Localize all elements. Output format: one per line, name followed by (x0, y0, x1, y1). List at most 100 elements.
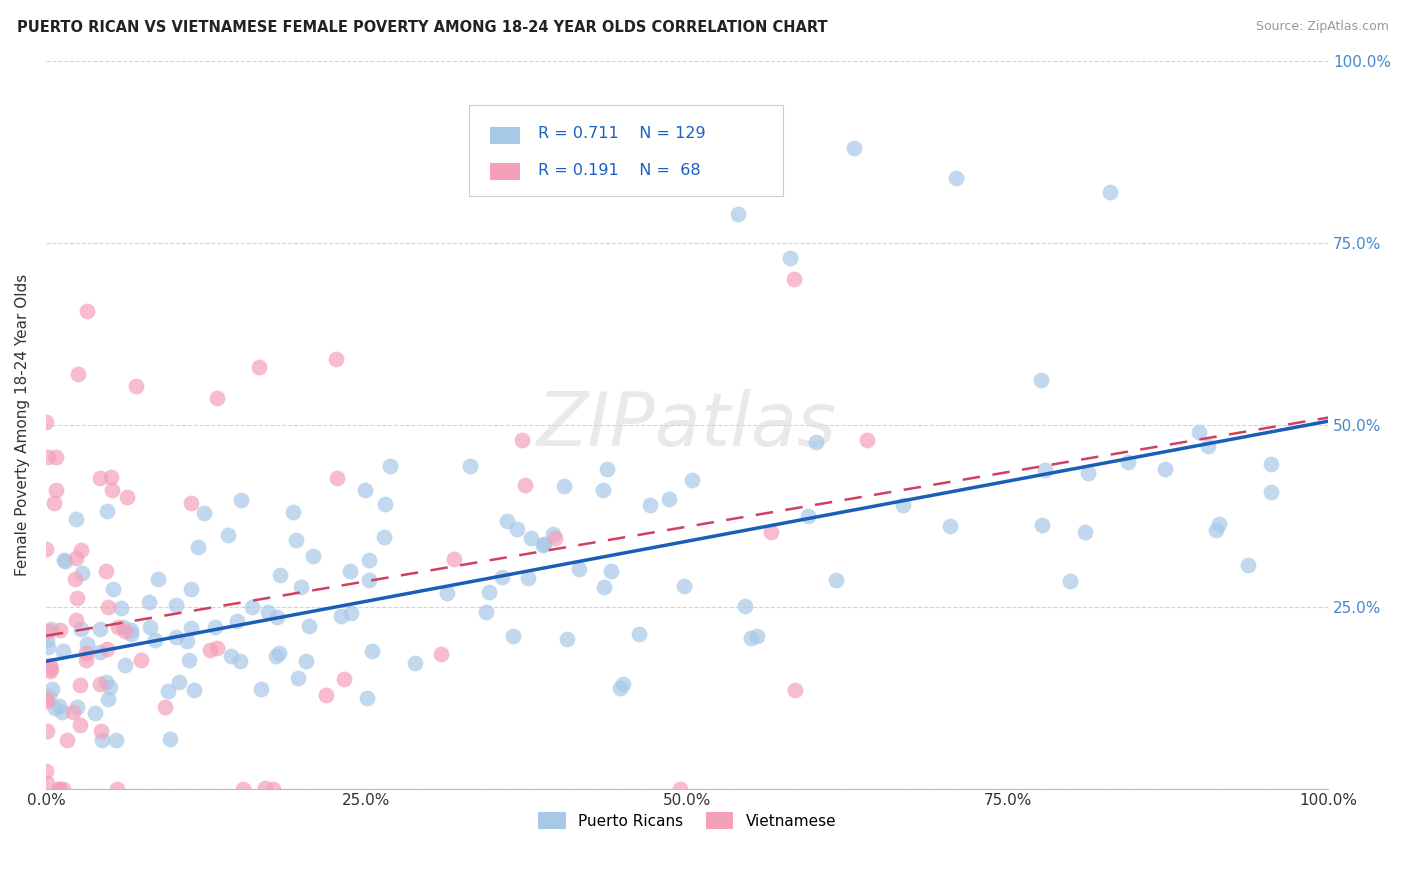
Point (91, 732, 114, 747)
Point (1153, 462, 1175, 476)
Point (156, 683, 179, 698)
Point (183, 683, 205, 698)
Point (94, 675, 117, 690)
Point (70, 622, 93, 636)
Point (176, 633, 198, 648)
Point (131, 652, 153, 666)
Point (37, 632, 59, 647)
Point (568, 561, 591, 575)
Point (740, 631, 762, 645)
Point (146, 572, 169, 586)
Point (38, 690, 60, 704)
Text: PUERTO RICAN VS VIETNAMESE FEMALE POVERTY AMONG 18-24 YEAR OLDS CORRELATION CHAR: PUERTO RICAN VS VIETNAMESE FEMALE POVERT… (17, 20, 828, 35)
Point (219, 649, 242, 664)
Point (544, 531, 567, 545)
Point (609, 681, 631, 696)
Point (779, 251, 801, 265)
Point (35, 415, 58, 429)
Point (797, 509, 820, 524)
Point (51, 705, 73, 719)
Point (269, 568, 291, 582)
Point (1031, 517, 1053, 532)
Point (783, 272, 806, 286)
Text: R = 0.191    N =  68: R = 0.191 N = 68 (538, 162, 702, 178)
Point (97, 691, 120, 706)
Point (114, 657, 136, 672)
Point (37, 624, 59, 639)
Point (49, 623, 72, 637)
Point (56, 733, 79, 747)
Point (783, 682, 806, 697)
Point (517, 571, 540, 585)
Point (37, 776, 59, 790)
Point (139, 620, 162, 634)
Point (48, 781, 70, 796)
Point (105, 732, 128, 747)
Text: R = 0.711    N = 129: R = 0.711 N = 129 (538, 126, 706, 141)
Point (90, 723, 112, 738)
Point (105, 781, 128, 796)
Point (627, 627, 650, 641)
Point (180, 496, 202, 510)
Point (66, 591, 89, 605)
Point (553, 479, 575, 493)
Point (180, 582, 202, 596)
Point (41, 622, 63, 636)
Point (53, 554, 76, 568)
Point (41, 681, 63, 696)
Point (1074, 525, 1097, 540)
Point (294, 654, 316, 668)
Point (76, 304, 98, 318)
Point (1208, 517, 1230, 532)
Point (1077, 466, 1099, 480)
Point (543, 527, 565, 541)
Point (1260, 484, 1282, 499)
Point (640, 498, 662, 512)
Point (83, 706, 105, 721)
Point (531, 538, 554, 552)
Point (69, 717, 91, 731)
Point (39, 658, 62, 673)
Point (266, 609, 288, 624)
Point (89, 623, 111, 637)
Point (669, 781, 692, 796)
Text: ZIPatlas: ZIPatlas (537, 389, 837, 461)
Point (378, 459, 401, 474)
Point (217, 528, 239, 542)
Point (89, 645, 111, 659)
Point (200, 642, 222, 657)
Point (253, 781, 276, 796)
Point (65, 512, 87, 526)
Point (1059, 574, 1081, 588)
Point (96, 504, 118, 518)
Point (39, 662, 62, 676)
Point (159, 731, 181, 746)
Point (302, 549, 325, 563)
Point (269, 646, 291, 660)
Point (97, 600, 120, 615)
Point (250, 681, 273, 696)
Point (101, 582, 124, 596)
Point (333, 672, 356, 686)
Point (681, 473, 703, 487)
Point (727, 207, 749, 221)
Y-axis label: Female Poverty Among 18-24 Year Olds: Female Poverty Among 18-24 Year Olds (15, 274, 30, 576)
Point (326, 471, 349, 485)
Point (193, 506, 215, 520)
Point (35, 764, 58, 778)
Point (242, 600, 264, 615)
Point (35, 692, 58, 706)
Point (533, 537, 555, 551)
Point (520, 531, 543, 545)
Point (207, 640, 229, 655)
Point (229, 493, 252, 508)
FancyBboxPatch shape (489, 127, 520, 145)
Point (515, 478, 537, 492)
Point (491, 570, 513, 584)
Point (672, 579, 695, 593)
Point (62, 705, 84, 719)
Point (143, 633, 166, 648)
Point (759, 524, 782, 539)
Point (596, 462, 619, 476)
Point (506, 522, 529, 536)
